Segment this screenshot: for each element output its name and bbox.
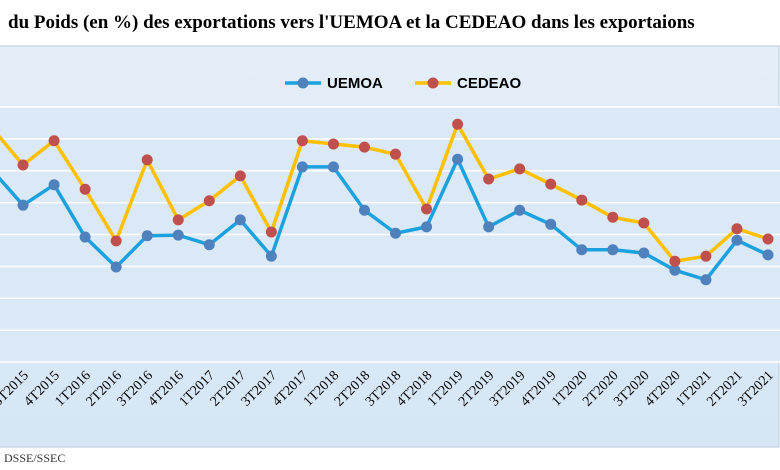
point — [17, 199, 29, 211]
source: DSSE/SSEC — [4, 451, 65, 465]
point — [327, 138, 339, 150]
point — [421, 203, 433, 215]
point — [296, 135, 308, 147]
point — [731, 223, 743, 235]
point — [576, 244, 588, 256]
point — [48, 179, 60, 191]
point — [545, 218, 557, 230]
point — [79, 183, 91, 195]
legend-label: CEDEAO — [457, 75, 522, 92]
point — [265, 250, 277, 262]
legend-label: UEMOA — [327, 75, 383, 92]
point — [669, 255, 681, 267]
point — [79, 231, 91, 243]
point — [452, 118, 464, 130]
point — [265, 226, 277, 238]
legend-marker — [427, 77, 439, 89]
point — [172, 214, 184, 226]
point — [700, 274, 712, 286]
point — [545, 178, 557, 190]
chart-title: du Poids (en %) des exportations vers l'… — [8, 12, 695, 33]
point — [296, 161, 308, 173]
point — [483, 173, 495, 185]
point — [172, 229, 184, 241]
point — [110, 261, 122, 273]
point — [762, 249, 774, 261]
point — [514, 163, 526, 175]
point — [576, 194, 588, 206]
point — [358, 204, 370, 216]
legend-item: CEDEAO — [415, 75, 522, 92]
point — [638, 217, 650, 229]
point — [390, 227, 402, 239]
point — [390, 148, 402, 160]
legend-marker — [297, 77, 309, 89]
point — [141, 154, 153, 166]
point — [607, 211, 619, 223]
point — [421, 221, 433, 233]
point — [110, 235, 122, 247]
point — [731, 234, 743, 246]
point — [203, 239, 215, 251]
point — [762, 233, 774, 245]
point — [452, 153, 464, 165]
point — [514, 204, 526, 216]
point — [669, 264, 681, 276]
point — [141, 230, 153, 242]
point — [234, 170, 246, 182]
point — [607, 244, 619, 256]
point — [358, 141, 370, 153]
point — [203, 195, 215, 207]
point — [17, 159, 29, 171]
point — [700, 250, 712, 262]
point — [327, 161, 339, 173]
legend-item: UEMOA — [285, 75, 383, 92]
point — [48, 135, 60, 147]
point — [483, 221, 495, 233]
point — [638, 247, 650, 259]
point — [234, 214, 246, 226]
